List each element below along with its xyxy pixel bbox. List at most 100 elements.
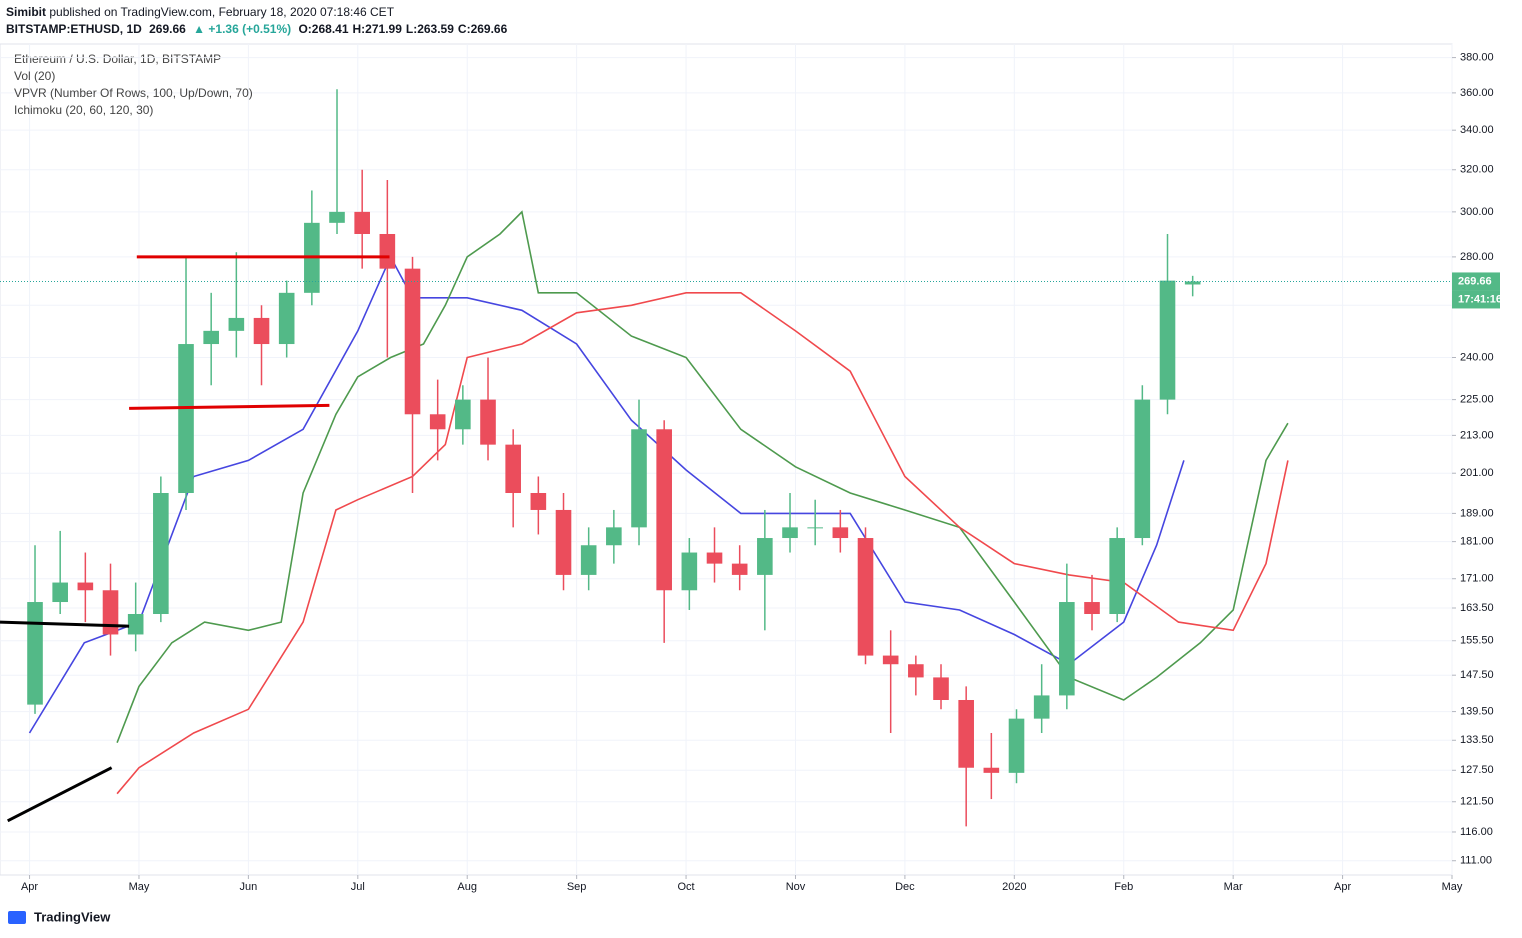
- y-tick-label: 133.50: [1460, 734, 1494, 746]
- candle-body: [681, 552, 698, 591]
- candle-body: [27, 602, 43, 705]
- change: ▲ +1.36 (+0.51%): [193, 22, 292, 36]
- y-tick-label: 360.00: [1460, 87, 1494, 99]
- candle-body: [530, 493, 547, 510]
- last: 269.66: [149, 22, 186, 36]
- y-tick-label: 225.00: [1460, 394, 1494, 406]
- y-tick-label: 127.50: [1460, 764, 1494, 776]
- trend-line: [129, 403, 330, 410]
- candle-body: [153, 493, 169, 615]
- y-tick-label: 155.50: [1460, 635, 1494, 647]
- last-price-box: [1452, 272, 1500, 291]
- x-tick-label: Jun: [240, 881, 258, 893]
- candle-body: [832, 527, 849, 539]
- ohlc-value: 263.59: [417, 22, 454, 36]
- candle-body: [555, 509, 572, 575]
- ohlc-label: O:: [298, 22, 312, 36]
- ichimoku-line: [116, 210, 1289, 743]
- x-tick-label: Apr: [1334, 881, 1351, 893]
- trend-line: [7, 766, 113, 823]
- y-tick-label: 280.00: [1460, 251, 1494, 263]
- candle-body: [1134, 399, 1151, 539]
- candle-body: [429, 414, 446, 430]
- candle-body: [1059, 602, 1075, 696]
- candle-body: [1159, 280, 1176, 400]
- x-tick-label: Jul: [351, 881, 365, 893]
- x-tick-label: Aug: [457, 881, 477, 893]
- candle-body: [379, 233, 396, 269]
- candle-body: [656, 429, 672, 591]
- indicator-label: Ichimoku (20, 60, 120, 30): [14, 103, 153, 117]
- y-tick-label: 300.00: [1460, 206, 1494, 218]
- y-tick-label: 171.00: [1460, 573, 1494, 585]
- ohlc-label: L:: [405, 22, 418, 36]
- candle-body: [933, 677, 949, 700]
- candle-body: [631, 429, 647, 528]
- candle-body: [1084, 602, 1100, 615]
- candle-body: [958, 699, 974, 768]
- brand-logo[interactable]: [8, 911, 26, 924]
- candle-body: [102, 590, 119, 635]
- y-tick-label: 340.00: [1460, 124, 1494, 136]
- y-tick-label: 147.50: [1460, 669, 1494, 681]
- brand[interactable]: TradingView: [34, 909, 111, 924]
- x-tick-label: Oct: [677, 881, 694, 893]
- y-tick-label: 116.00: [1460, 826, 1493, 838]
- symbol: BITSTAMP:ETHUSD, 1D: [6, 22, 142, 36]
- plot-area: [0, 43, 1453, 876]
- candle-body: [1184, 281, 1201, 285]
- x-tick-label: Mar: [1224, 881, 1243, 893]
- x-tick-label: Sep: [567, 881, 587, 893]
- candle-body: [807, 527, 823, 529]
- x-tick-label: Feb: [1114, 881, 1133, 893]
- candle-body: [278, 292, 295, 345]
- countdown-box: [1452, 290, 1500, 309]
- candle-body: [1109, 538, 1125, 615]
- y-tick-label: 213.00: [1460, 429, 1494, 441]
- candle-body: [77, 582, 94, 591]
- y-tick-label: 189.00: [1460, 507, 1494, 519]
- x-tick-label: 2020: [1002, 881, 1026, 893]
- author: Simibit: [6, 5, 47, 19]
- candle-body: [455, 399, 471, 430]
- candle-body: [580, 545, 597, 575]
- x-tick-label: May: [1442, 881, 1463, 893]
- indicator-label: Vol (20): [14, 69, 55, 83]
- ohlc-label: H:: [352, 22, 366, 36]
- y-tick-label: 139.50: [1460, 705, 1494, 717]
- candle-body: [253, 317, 270, 345]
- trend-line: [0, 620, 130, 628]
- y-tick-label: 111.00: [1460, 855, 1492, 867]
- countdown: 17:41:16: [1458, 293, 1502, 305]
- chart-title: Ethereum / U.S. Dollar, 1D, BITSTAMP: [14, 52, 221, 66]
- candle-body: [354, 211, 370, 234]
- candle-body: [757, 538, 773, 575]
- candle-body: [983, 767, 1000, 773]
- x-tick-label: Nov: [786, 881, 806, 893]
- y-tick-label: 163.50: [1460, 602, 1494, 614]
- last-price-label: 269.66: [1458, 275, 1492, 287]
- candle-body: [127, 614, 144, 635]
- y-tick-label: 320.00: [1460, 164, 1494, 176]
- y-tick-label: 380.00: [1460, 52, 1494, 64]
- candle-body: [505, 444, 521, 494]
- y-tick-label: 201.00: [1460, 467, 1494, 479]
- candle-body: [857, 538, 874, 656]
- candle-body: [1008, 718, 1025, 773]
- candle-body: [203, 330, 219, 345]
- candle-body: [706, 552, 723, 564]
- candle-body: [1033, 695, 1050, 719]
- x-tick-label: Apr: [21, 881, 38, 893]
- candle-body: [480, 399, 496, 445]
- ohlc-label: C:: [457, 22, 471, 36]
- x-tick-label: May: [129, 881, 150, 893]
- candle-body: [882, 655, 899, 665]
- candle-body: [731, 563, 748, 575]
- candle-body: [782, 527, 798, 539]
- y-tick-label: 240.00: [1460, 351, 1494, 363]
- candle-body: [178, 344, 194, 494]
- candle-body: [329, 211, 345, 223]
- candle-body: [228, 317, 245, 331]
